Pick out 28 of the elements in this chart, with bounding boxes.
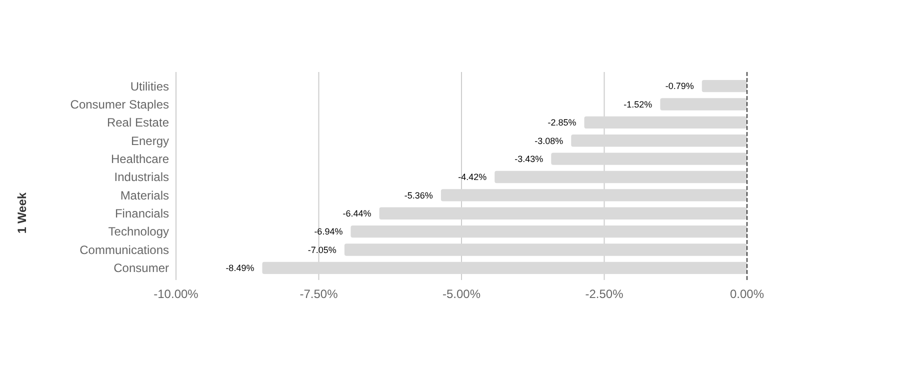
- y-tick-label: Financials: [114, 206, 169, 221]
- y-axis-title: 1 Week: [15, 192, 29, 234]
- data-label: -3.08%: [534, 136, 564, 146]
- y-tick-label: Communications: [80, 242, 169, 257]
- data-label: -4.42%: [458, 172, 487, 182]
- data-label: -5.36%: [404, 190, 433, 200]
- data-label: -1.52%: [624, 99, 652, 110]
- y-tick-label: Utilities: [130, 79, 169, 94]
- x-tick-label: -2.50%: [585, 287, 624, 301]
- data-label: -2.85%: [548, 118, 576, 128]
- y-tick-label: Consumer Staples: [70, 97, 169, 112]
- y-tick-label: Healthcare: [110, 152, 170, 166]
- data-label: -6.94%: [314, 226, 343, 237]
- y-tick-label: Materials: [120, 188, 169, 202]
- x-tick-label: -10.00%: [154, 287, 199, 301]
- x-tick-label: -5.00%: [442, 287, 481, 301]
- y-tick-label: Technology: [108, 224, 169, 239]
- y-tick-label: Industrials: [114, 170, 169, 184]
- x-tick-label: 0.00%: [730, 287, 764, 301]
- data-label: -3.43%: [514, 154, 544, 164]
- x-tick-label: -7.50%: [300, 287, 338, 301]
- data-label: -8.49%: [226, 263, 254, 274]
- y-tick-label: Energy: [130, 134, 169, 148]
- y-tick-label: Real Estate: [106, 116, 170, 130]
- data-label: -7.05%: [308, 244, 336, 255]
- data-label: -6.44%: [342, 208, 372, 219]
- data-label: -0.79%: [665, 81, 694, 92]
- y-tick-label: Consumer: [114, 261, 169, 276]
